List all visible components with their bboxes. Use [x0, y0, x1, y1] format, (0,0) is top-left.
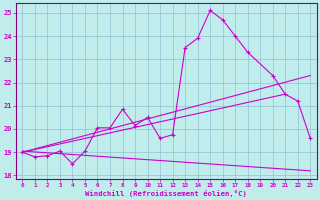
X-axis label: Windchill (Refroidissement éolien,°C): Windchill (Refroidissement éolien,°C): [85, 190, 247, 197]
